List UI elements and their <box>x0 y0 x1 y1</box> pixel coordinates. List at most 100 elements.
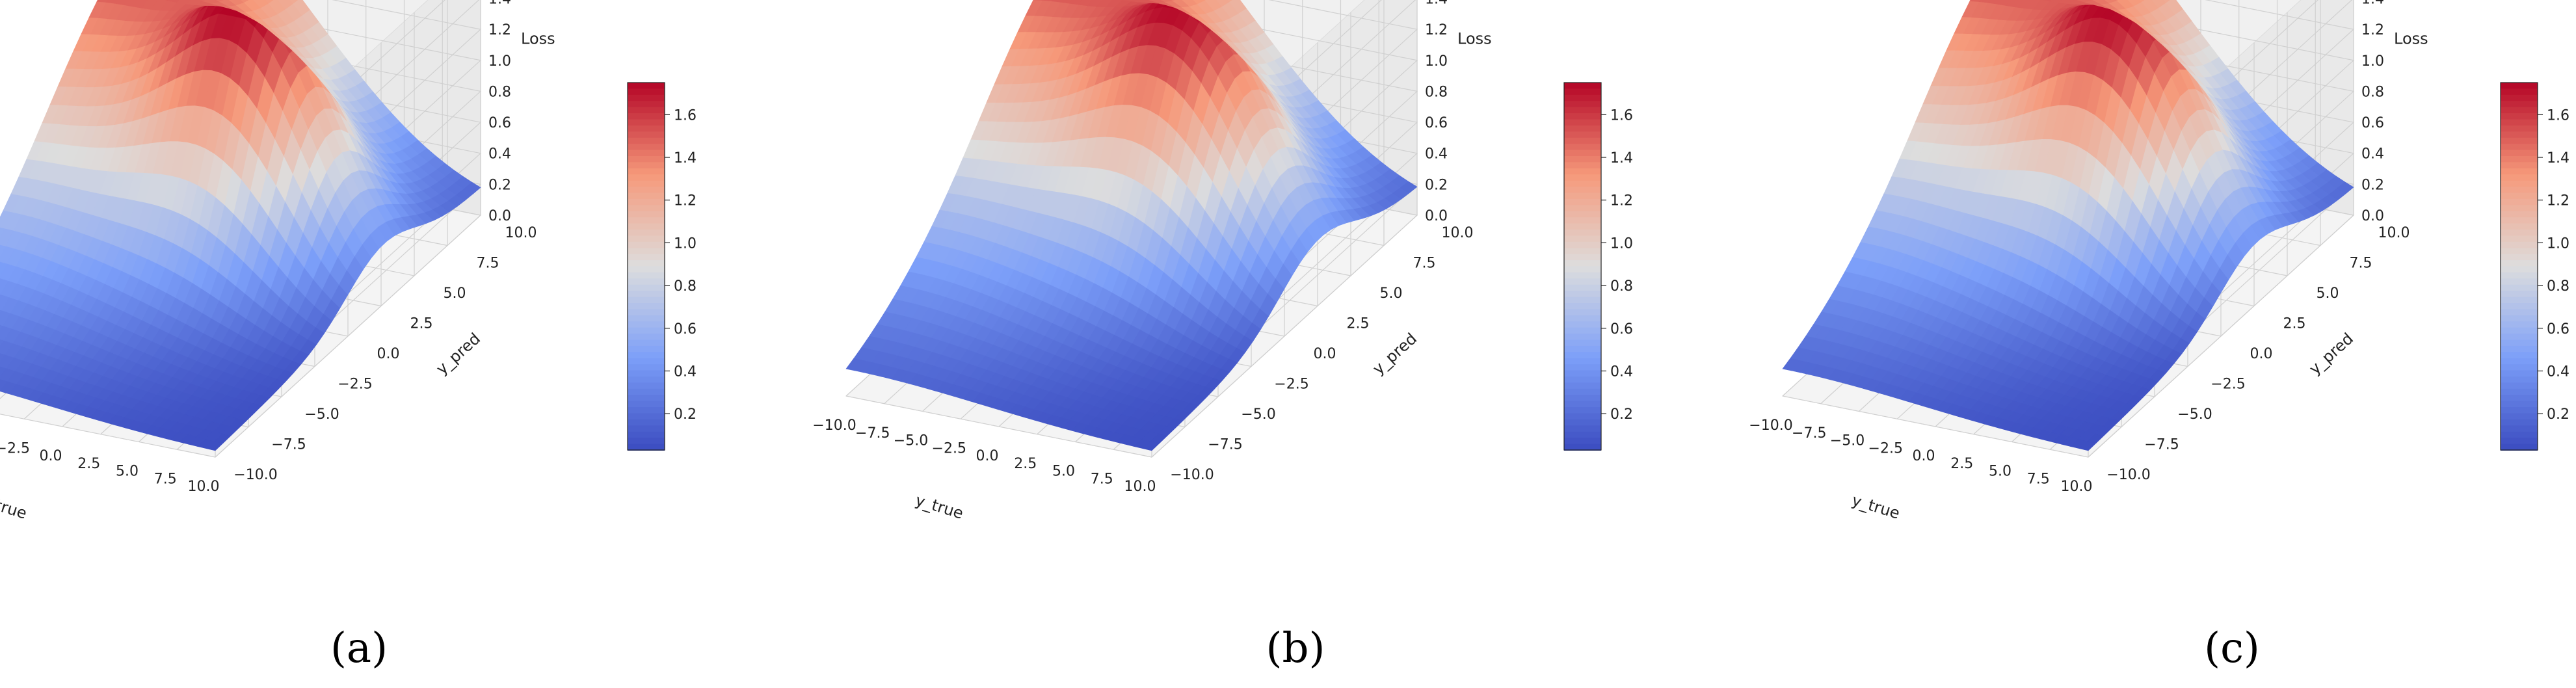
colorbar-band <box>1564 131 1601 138</box>
y-tick-label: 0.0 <box>377 346 400 362</box>
colorbar-band <box>628 371 665 377</box>
z-tick-label: 1.2 <box>488 22 511 38</box>
colorbar-band <box>2501 291 2538 297</box>
x-tick-label: −5.0 <box>1830 433 1865 449</box>
colorbar-band <box>1564 230 1601 236</box>
x-tick-label: 5.0 <box>116 464 139 480</box>
colorbar-band <box>2501 407 2538 414</box>
colorbar-band <box>2501 267 2538 273</box>
colorbar-band <box>2501 377 2538 383</box>
colorbar-band <box>2501 107 2538 114</box>
colorbar-band <box>2501 272 2538 279</box>
colorbar-band <box>2501 414 2538 420</box>
colorbar-tick-label: 1.0 <box>2547 235 2569 252</box>
panel-a-caption: (a) <box>294 624 424 672</box>
z-tick-label: 0.8 <box>488 84 511 100</box>
colorbar-band <box>1564 272 1601 279</box>
colorbar-band <box>2501 346 2538 352</box>
colorbar-band <box>628 389 665 395</box>
x-tick-label: 2.5 <box>77 456 100 472</box>
colorbar-band <box>1564 278 1601 285</box>
z-tick-label: 1.4 <box>488 0 511 7</box>
colorbar-band <box>1564 334 1601 340</box>
y-tick-label: −5.0 <box>2177 406 2212 423</box>
colorbar-band <box>2501 193 2538 200</box>
colorbar-band <box>1564 174 1601 181</box>
colorbar-band <box>2501 254 2538 261</box>
colorbar-band <box>2501 309 2538 315</box>
colorbar-band <box>1564 248 1601 254</box>
x-tick-label: 5.0 <box>1989 464 2012 480</box>
colorbar-band <box>628 315 665 322</box>
colorbar-band <box>628 248 665 254</box>
x-tick-label: 2.5 <box>1950 456 1973 472</box>
colorbar-band <box>628 224 665 230</box>
y-tick-label: −7.5 <box>271 437 306 453</box>
colorbar-band <box>628 120 665 126</box>
colorbar-band <box>628 205 665 211</box>
x-tick-label: 10.0 <box>188 479 220 495</box>
colorbar-band <box>628 150 665 157</box>
colorbar: 0.20.40.60.81.01.21.41.6 <box>1564 83 1633 451</box>
x-tick-label: 7.5 <box>2027 471 2050 487</box>
y-tick-label: 5.0 <box>444 285 466 302</box>
colorbar-band <box>2501 260 2538 267</box>
z-tick-label: 1.4 <box>1425 0 1448 7</box>
colorbar-band <box>2501 371 2538 377</box>
colorbar-band <box>1564 211 1601 218</box>
colorbar-band <box>628 199 665 205</box>
x-tick-label: −7.5 <box>855 425 890 442</box>
colorbar-band <box>2501 168 2538 175</box>
colorbar-band <box>1564 88 1601 95</box>
colorbar-band <box>2501 131 2538 138</box>
colorbar-tick-label: 1.6 <box>674 107 697 124</box>
colorbar-band <box>1564 438 1601 444</box>
colorbar-band <box>628 211 665 218</box>
colorbar-band <box>1564 260 1601 267</box>
colorbar-band <box>2501 303 2538 310</box>
y-tick-label: −7.5 <box>2144 437 2179 453</box>
colorbar-band <box>2501 217 2538 224</box>
colorbar-tick-label: 0.4 <box>2547 364 2569 380</box>
colorbar-band <box>2501 389 2538 395</box>
colorbar-band <box>1564 101 1601 107</box>
colorbar-band <box>2501 419 2538 426</box>
y-tick-label: 7.5 <box>2350 256 2372 272</box>
colorbar-tick-label: 0.8 <box>2547 278 2569 295</box>
colorbar-band <box>2501 425 2538 432</box>
colorbar-band <box>1564 181 1601 187</box>
x-tick-label: −2.5 <box>932 440 966 456</box>
colorbar-band <box>1564 138 1601 144</box>
colorbar-band <box>2501 334 2538 340</box>
x-tick-label: −10.0 <box>812 417 856 434</box>
colorbar-band <box>2501 120 2538 126</box>
colorbar-tick-label: 0.8 <box>1610 278 1633 295</box>
colorbar-band <box>1564 328 1601 334</box>
colorbar-band <box>2501 242 2538 248</box>
y-tick-label: 7.5 <box>1413 256 1436 272</box>
colorbar-band <box>2501 382 2538 389</box>
x-tick-label: 0.0 <box>976 448 999 464</box>
colorbar-band <box>628 138 665 144</box>
x-axis-label: y_true <box>913 491 965 523</box>
colorbar-band <box>628 254 665 261</box>
colorbar-band <box>2501 248 2538 254</box>
x-tick-label: 5.0 <box>1052 464 1075 480</box>
y-axis-label: y_pred <box>2305 330 2357 378</box>
x-tick-label: 7.5 <box>154 471 177 487</box>
colorbar-tick-label: 1.0 <box>674 235 697 252</box>
colorbar-band <box>628 162 665 168</box>
y-tick-label: −2.5 <box>338 377 372 393</box>
colorbar-band <box>628 235 665 242</box>
colorbar-band <box>628 193 665 200</box>
y-tick-label: −7.5 <box>1208 437 1242 453</box>
x-tick-label: −7.5 <box>1792 425 1826 442</box>
y-tick-label: −10.0 <box>1170 467 1214 483</box>
colorbar-tick-label: 1.4 <box>674 150 697 166</box>
colorbar-band <box>2501 235 2538 242</box>
z-tick-label: 0.0 <box>2361 208 2384 224</box>
colorbar-band <box>628 260 665 267</box>
colorbar-band <box>1564 419 1601 426</box>
z-axis-label: Loss <box>1457 30 1492 48</box>
